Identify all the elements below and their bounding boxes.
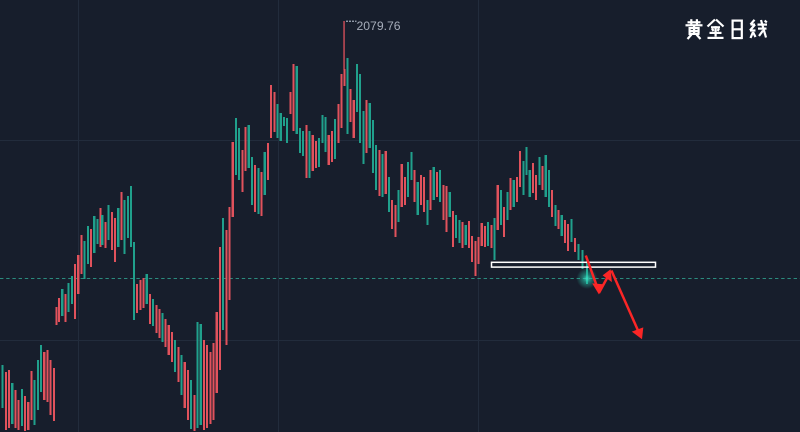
svg-text:2079.76: 2079.76 <box>357 19 401 33</box>
